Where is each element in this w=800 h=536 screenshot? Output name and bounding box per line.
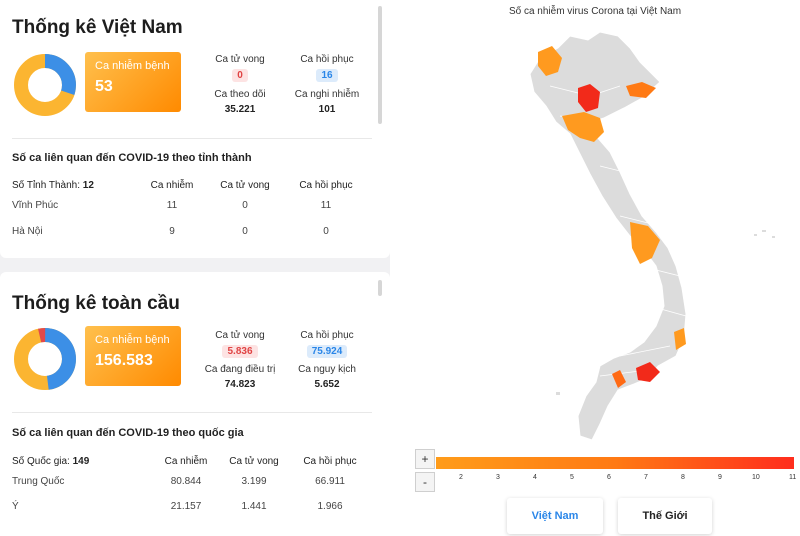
global-deaths-label: Ca tử vong [215,330,265,341]
vietnam-cases-value: 53 [95,78,113,95]
country-count: Số Quốc gia: 149 [12,456,90,467]
map-country-shape [529,31,687,441]
global-recovered-label: Ca hồi phục [300,330,354,341]
map-province-quang-ninh[interactable] [626,82,656,98]
scale-tick: 8 [681,474,685,481]
province-count: Số Tỉnh Thành: 12 [12,180,94,191]
vietnam-monitoring-label: Ca theo dõi [214,89,266,100]
map-province-lao-cai[interactable] [538,46,562,76]
scale-tick: 3 [496,474,500,481]
country-col-cases: Ca nhiễm [164,456,208,467]
vietnam-deaths-label: Ca tử vong [215,54,265,65]
zoom-in-button[interactable]: + [415,449,435,469]
map-province-quang-nam[interactable] [630,222,660,264]
zoom-out-button[interactable]: - [415,472,435,492]
vietnam-stats-title: Thống kê Việt Nam [12,17,183,38]
province-col-cases: Ca nhiễm [150,180,194,191]
vietnam-recovered-label: Ca hồi phục [300,54,354,65]
row-deaths: 3.199 [241,476,267,487]
global-treating-value: 74.823 [224,379,256,390]
global-divider [12,412,372,413]
left-panel: Thống kê Việt Nam Ca nhiễm bệnh 53 Ca tử… [0,0,390,536]
row-cases: 80.844 [170,476,202,487]
row-cases: 9 [169,226,175,237]
row-recovered: 66.911 [315,476,345,487]
vietnam-deaths-stat: Ca tử vong 0 [200,54,280,82]
province-table-title: Số ca liên quan đến COVID-19 theo tỉnh t… [12,152,252,164]
global-card-scrollbar[interactable] [378,280,382,296]
vietnam-monitoring-value: 35.221 [224,104,256,115]
row-name: Hà Nội [12,226,43,237]
country-col-recovered: Ca hồi phục [303,456,357,467]
map-province-binh-thuan[interactable] [674,328,686,350]
global-donut-chart [14,328,76,390]
row-name: Vĩnh Phúc [12,200,59,211]
row-cases: 21.157 [170,501,202,512]
map-province-tay-ninh[interactable] [612,370,626,388]
vietnam-cases-box: Ca nhiễm bệnh 53 [85,52,181,112]
map-province-ha-noi[interactable] [578,84,600,112]
province-col-recovered: Ca hồi phục [299,180,353,191]
country-col-deaths: Ca tử vong [229,456,279,467]
map-island [762,230,766,232]
vietnam-recovered-value: 16 [316,69,338,82]
province-col-deaths: Ca tử vong [220,180,270,191]
global-cases-label: Ca nhiễm bệnh [95,334,170,346]
vietnam-map[interactable] [500,26,800,446]
global-critical-label: Ca nguy kịch [298,364,356,375]
row-cases: 11 [166,200,178,211]
map-island [772,236,775,238]
map-island [556,392,560,395]
map-island [754,234,757,236]
scale-tick: 7 [644,474,648,481]
global-cases-value: 156.583 [95,352,153,369]
vietnam-recovered-stat: Ca hồi phục 16 [287,54,367,82]
vietnam-deaths-value: 0 [232,69,248,82]
global-deaths-stat: Ca tử vong 5.836 [200,330,280,358]
scale-tick: 11 [789,474,797,481]
vietnam-suspected-stat: Ca nghi nhiễm 101 [287,89,367,115]
scale-tick: 4 [533,474,537,481]
scale-tick: 10 [752,474,760,481]
vietnam-stats-card: Thống kê Việt Nam Ca nhiễm bệnh 53 Ca tử… [0,0,390,258]
tab-world[interactable]: Thế Giới [618,498,712,534]
vietnam-monitoring-stat: Ca theo dõi 35.221 [200,89,280,115]
tab-vietnam[interactable]: Việt Nam [507,498,603,534]
scale-tick: 9 [718,474,722,481]
country-table-title: Số ca liên quan đến COVID-19 theo quốc g… [12,427,244,439]
vietnam-suspected-label: Ca nghi nhiễm [294,89,360,100]
global-stats-title: Thống kê toàn cầu [12,293,180,314]
row-recovered: 0 [323,226,329,237]
map-title: Số ca nhiễm virus Corona tại Việt Nam [508,6,682,17]
global-treating-stat: Ca đang điều trị 74.823 [196,364,284,390]
row-recovered: 1.966 [317,501,343,512]
row-deaths: 1.441 [241,501,267,512]
row-name: Ý [12,501,19,512]
global-stats-card: Thống kê toàn cầu Ca nhiễm bệnh 156.583 … [0,272,390,536]
global-cases-box: Ca nhiễm bệnh 156.583 [85,326,181,386]
global-recovered-value: 75.924 [306,345,348,358]
map-panel: Số ca nhiễm virus Corona tại Việt Nam + … [390,0,800,536]
row-name: Trung Quốc [12,476,65,487]
global-recovered-stat: Ca hồi phục 75.924 [287,330,367,358]
color-scale-bar [436,457,794,469]
map-province-thanh-hoa[interactable] [562,112,604,142]
scale-tick: 5 [570,474,574,481]
vietnam-card-scrollbar[interactable] [378,6,382,124]
row-deaths: 0 [242,200,248,211]
vietnam-suspected-value: 101 [318,104,336,115]
row-recovered: 11 [320,200,332,211]
vietnam-divider [12,138,372,139]
global-treating-label: Ca đang điều trị [204,364,276,375]
row-deaths: 0 [242,226,248,237]
global-deaths-value: 5.836 [222,345,258,358]
scale-tick: 6 [607,474,611,481]
vietnam-donut-chart [14,54,76,116]
map-province-ho-chi-minh[interactable] [636,362,660,382]
vietnam-cases-label: Ca nhiễm bệnh [95,60,170,72]
global-critical-value: 5.652 [314,379,340,390]
global-critical-stat: Ca nguy kịch 5.652 [287,364,367,390]
scale-tick: 2 [459,474,463,481]
